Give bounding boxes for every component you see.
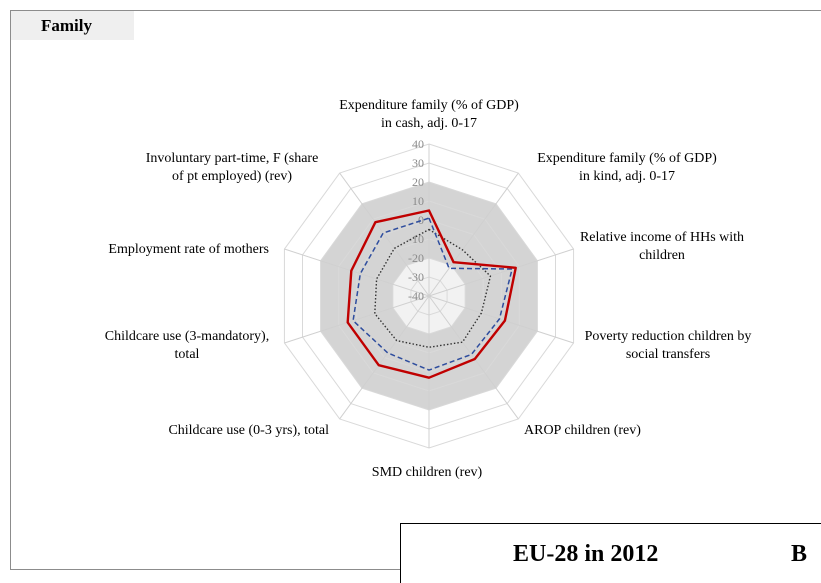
- axis-label: total: [175, 347, 200, 362]
- axis-label: of pt employed) (rev): [172, 169, 292, 184]
- axis-label: Relative income of HHs with: [580, 230, 744, 245]
- tick-label: 40: [412, 137, 424, 151]
- tick-label: 30: [412, 156, 424, 170]
- tick-label: -30: [408, 270, 424, 284]
- radar-chart: 40 30 20 10 0 -10 -20 -30 -40 Expenditure family…: [105, 98, 752, 480]
- tick-label: 0: [418, 213, 424, 227]
- axis-label: Involuntary part-time, F (share: [146, 151, 319, 166]
- series-line-solid-red: [346, 209, 517, 379]
- axis-label: SMD children (rev): [372, 465, 483, 480]
- spoke: [339, 295, 430, 420]
- spoke: [284, 248, 430, 297]
- axis-label: social transfers: [626, 347, 710, 362]
- axis-label: Employment rate of mothers: [108, 242, 269, 257]
- axis-label: Childcare use (3-mandatory),: [105, 329, 269, 344]
- series-line-dotted-black: [374, 228, 492, 348]
- spoke: [339, 172, 430, 297]
- spoke: [428, 295, 519, 420]
- legend-box-title: EU-28 in 2012: [513, 541, 659, 567]
- legend-box: EU-28 in 2012 B: [400, 523, 821, 583]
- tick-label: 10: [412, 194, 424, 208]
- series-line-dashed-blue: [352, 217, 513, 371]
- tick-label: -40: [408, 289, 424, 303]
- tick-label: -10: [408, 232, 424, 246]
- axis-label: Expenditure family (% of GDP): [537, 151, 717, 166]
- legend-box-title-cut: B: [791, 541, 808, 567]
- panel-title: Family: [11, 11, 134, 40]
- spoke: [284, 295, 430, 344]
- axis-label: children: [639, 248, 685, 263]
- spoke: [428, 248, 574, 297]
- axis-label: Poverty reduction children by: [585, 329, 752, 344]
- tick-label: 20: [412, 175, 424, 189]
- axis-label: in kind, adj. 0-17: [579, 169, 675, 184]
- axis-label: AROP children (rev): [524, 423, 641, 438]
- spoke: [428, 172, 519, 297]
- axis-label: Expenditure family (% of GDP): [339, 98, 519, 113]
- axis-label: in cash, adj. 0-17: [381, 116, 477, 131]
- spoke: [428, 295, 574, 344]
- axis-label: Childcare use (0-3 yrs), total: [168, 423, 329, 438]
- tick-label: -20: [408, 251, 424, 265]
